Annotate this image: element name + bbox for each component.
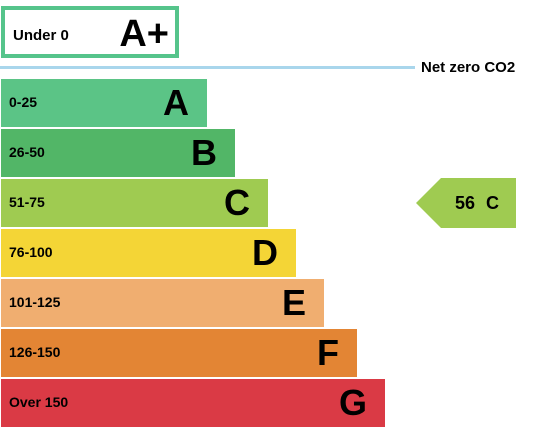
band-a-plus-range: Under 0 (13, 27, 69, 44)
band-a: 0-25 A (1, 79, 207, 127)
band-f-range: 126-150 (9, 344, 61, 360)
band-c-letter: C (224, 182, 250, 223)
current-rating-arrow (416, 178, 516, 228)
band-d-range: 76-100 (9, 244, 53, 260)
net-zero-label: Net zero CO2 (421, 59, 516, 76)
band-g-range: Over 150 (9, 394, 69, 410)
band-c: 51-75 C (1, 179, 268, 227)
net-zero-line (0, 66, 415, 69)
band-b-letter: B (191, 132, 217, 173)
current-rating-label: 56 C (455, 193, 499, 214)
band-e: 101-125 E (1, 279, 324, 327)
band-f: 126-150 F (1, 329, 357, 377)
band-b-range: 26-50 (9, 144, 45, 160)
band-g: Over 150 G (1, 379, 385, 427)
band-d: 76-100 D (1, 229, 296, 277)
band-b: 26-50 B (1, 129, 235, 177)
band-e-range: 101-125 (9, 294, 61, 310)
band-a-plus: Under 0 A+ (1, 6, 179, 58)
band-a-range: 0-25 (9, 94, 38, 110)
band-a-plus-letter: A+ (119, 13, 169, 55)
current-rating-letter: C (486, 193, 500, 213)
band-e-letter: E (281, 282, 306, 323)
current-rating-value: 56 (455, 193, 476, 213)
band-d-letter: D (252, 232, 278, 273)
band-c-range: 51-75 (9, 194, 45, 210)
band-a-letter: A (163, 82, 189, 123)
band-f-letter: F (317, 332, 339, 373)
band-g-letter: G (338, 382, 367, 423)
